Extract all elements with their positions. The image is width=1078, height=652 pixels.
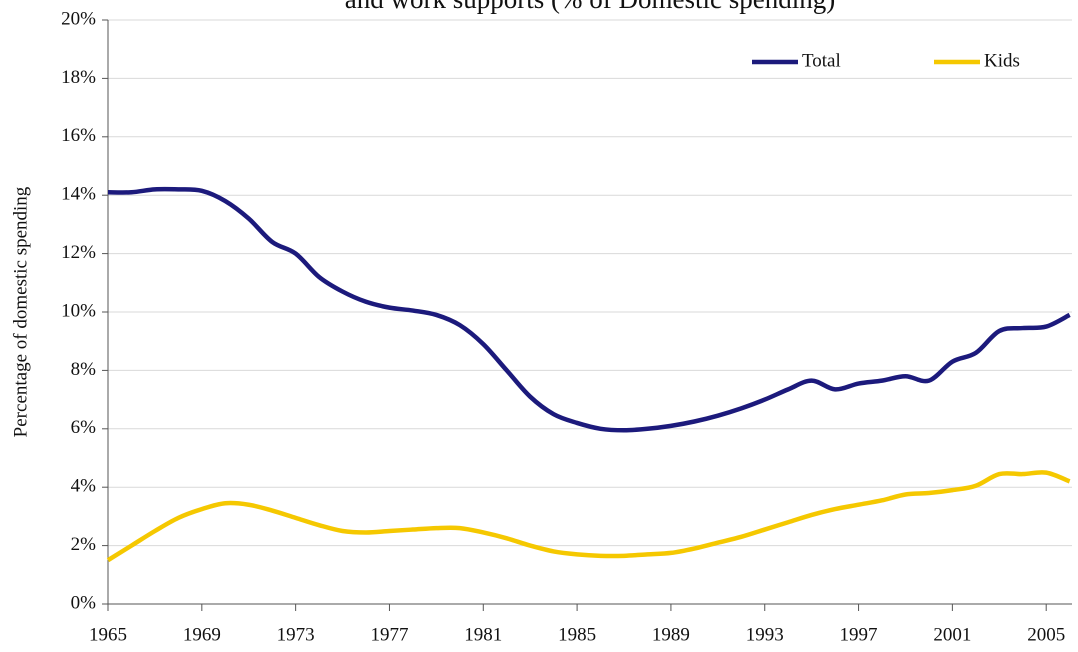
x-tick-label: 1997 — [840, 624, 878, 645]
series-line — [106, 470, 1071, 563]
x-tick-label: 1993 — [746, 624, 784, 645]
y-tick-label: 8% — [71, 359, 97, 380]
legend-label: Kids — [984, 50, 1020, 71]
legend-label: Total — [802, 50, 841, 71]
x-tick-label: 1989 — [652, 624, 690, 645]
x-tick-label: 1981 — [464, 624, 502, 645]
x-tick-label: 2005 — [1027, 624, 1065, 645]
x-tick-label: 1977 — [370, 624, 408, 645]
y-tick-label: 4% — [71, 476, 97, 497]
y-tick-label: 6% — [71, 417, 97, 438]
y-tick-label: 12% — [61, 242, 96, 263]
y-axis-label: Percentage of domestic spending — [10, 186, 31, 437]
x-tick-label: 1969 — [183, 624, 221, 645]
y-tick-label: 16% — [61, 125, 96, 146]
y-tick-label: 2% — [71, 534, 97, 555]
x-tick-label: 1973 — [277, 624, 315, 645]
x-tick-label: 2001 — [933, 624, 971, 645]
y-tick-label: 18% — [61, 67, 96, 88]
series-line — [107, 186, 1071, 433]
y-tick-label: 14% — [61, 184, 96, 205]
y-tick-label: 0% — [71, 592, 97, 613]
y-tick-label: 20% — [61, 8, 96, 29]
x-tick-label: 1965 — [89, 624, 127, 645]
y-tick-label: 10% — [61, 300, 96, 321]
x-tick-label: 1985 — [558, 624, 596, 645]
chart-title: and work supports (% of Domestic spendin… — [345, 0, 835, 14]
